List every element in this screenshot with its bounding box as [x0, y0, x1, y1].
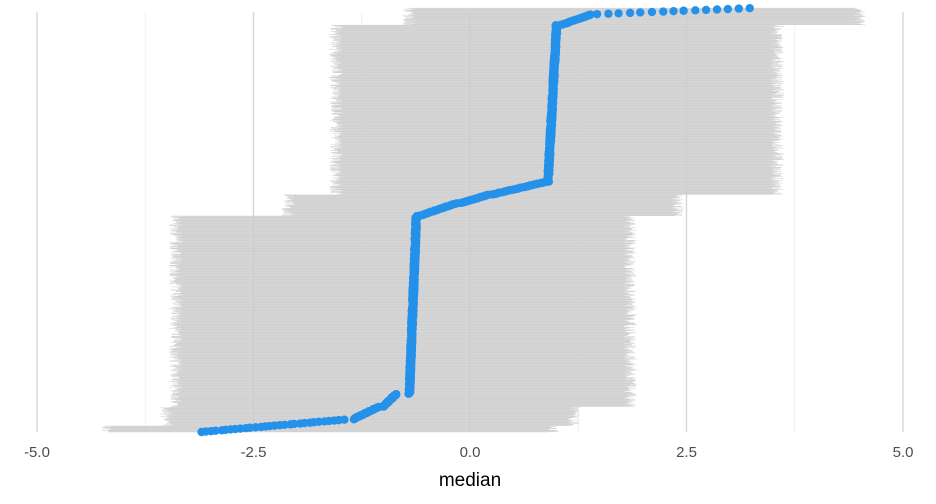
median-point [647, 7, 657, 17]
interval-bars [101, 7, 866, 433]
median-point [625, 8, 635, 18]
x-tick-label: -2.5 [241, 444, 267, 461]
x-tick-label: 2.5 [676, 444, 697, 461]
median-point [592, 9, 602, 19]
median-point [636, 8, 645, 17]
x-tick-label: 5.0 [893, 444, 914, 461]
x-tick-label: 0.0 [460, 444, 481, 461]
median-point [723, 4, 733, 14]
median-point [280, 420, 289, 429]
median-point [604, 9, 613, 18]
median-point [691, 6, 700, 15]
median-point [340, 415, 349, 424]
median-point [734, 4, 744, 13]
median-point [289, 419, 299, 429]
median-point [701, 5, 711, 15]
median-point [211, 426, 220, 435]
median-point [659, 7, 668, 16]
median-point [679, 6, 688, 15]
median-point [586, 10, 595, 19]
median-point [712, 5, 722, 14]
median-point [669, 6, 678, 16]
median-point [745, 4, 754, 13]
x-tick-label: -5.0 [24, 444, 50, 461]
median-point [392, 390, 401, 399]
x-axis-ticks: -5.0 -2.5 0.0 2.5 5.0 [24, 444, 913, 461]
median-points [197, 4, 754, 437]
median-point [614, 9, 623, 18]
x-axis-title: median [439, 470, 501, 491]
